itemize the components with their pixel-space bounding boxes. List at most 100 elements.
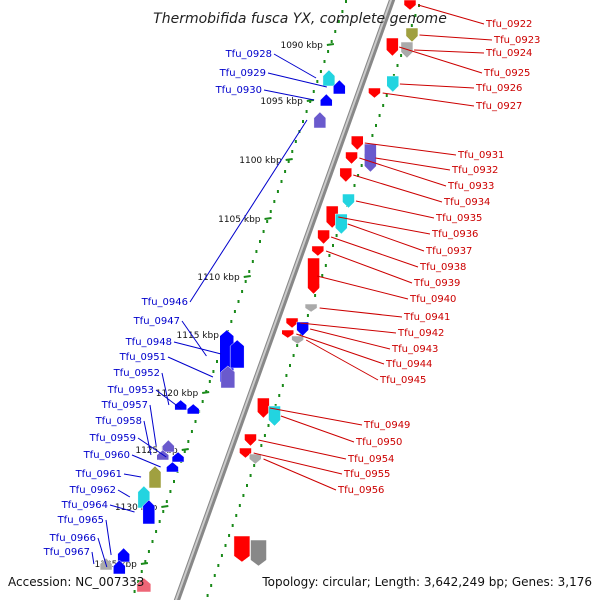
gene-Tfu_0948 — [229, 339, 245, 369]
scale-dot — [312, 90, 315, 93]
label-Tfu_0923: Tfu_0923 — [493, 35, 540, 46]
kbp-tick — [243, 275, 251, 278]
kbp-tick-label: 1105 kbp — [218, 215, 261, 225]
gene-Tfu_0929 — [333, 79, 346, 95]
scale-dot — [371, 134, 374, 137]
scale-dot — [375, 124, 377, 127]
scale-dot — [296, 344, 299, 347]
scale-dot — [324, 264, 327, 267]
gene-Tfu_0964 — [142, 499, 156, 525]
label-Tfu_0931: Tfu_0931 — [457, 150, 504, 161]
kbp-tick-label: 1100 kbp — [239, 156, 282, 166]
scale-dot — [316, 80, 319, 83]
scale-dot — [287, 160, 290, 163]
leader-line — [382, 92, 475, 107]
label-Tfu_0941: Tfu_0941 — [403, 312, 450, 323]
scale-dot — [337, 20, 340, 23]
scale-dot — [410, 24, 413, 27]
leader-line — [316, 275, 409, 300]
label-Tfu_0967: Tfu_0967 — [43, 547, 90, 558]
label-Tfu_0957: Tfu_0957 — [101, 400, 148, 411]
label-Tfu_0934: Tfu_0934 — [443, 197, 490, 208]
label-Tfu_0955: Tfu_0955 — [343, 469, 390, 480]
label-Tfu_0954: Tfu_0954 — [347, 454, 394, 465]
label-Tfu_0929: Tfu_0929 — [219, 68, 266, 79]
scale-dot — [276, 190, 279, 193]
scale-dot — [210, 584, 213, 587]
leader-line — [414, 49, 485, 54]
leader-line — [143, 420, 152, 456]
label-Tfu_0952: Tfu_0952 — [113, 368, 160, 379]
scale-dot — [169, 490, 172, 493]
leader-line — [309, 328, 391, 350]
scale-dot — [302, 120, 304, 123]
scale-dot — [217, 564, 220, 567]
backbone-highlight — [174, 0, 393, 600]
leader-line — [181, 320, 207, 357]
scale-dot — [255, 250, 258, 253]
scale-dot — [213, 574, 216, 577]
scale-dot — [241, 290, 244, 293]
scale-dot — [190, 430, 193, 433]
leader-line — [253, 452, 343, 475]
scale-dot — [248, 270, 251, 273]
scale-dot — [332, 244, 334, 247]
leader-line — [109, 504, 135, 513]
gene-Tfu_0953 — [186, 403, 200, 415]
leader-line — [338, 216, 431, 235]
leader-line — [123, 473, 142, 478]
kbp-tick — [202, 391, 210, 394]
leader-line — [263, 458, 337, 491]
leader-line — [105, 519, 112, 556]
leader-line — [173, 341, 222, 355]
scale-dot — [305, 110, 308, 113]
gene-Tfu_0927 — [368, 87, 381, 99]
leader-line — [280, 415, 355, 443]
gene-Tfu_0928 — [322, 69, 336, 87]
leader-line — [353, 174, 443, 203]
gene-Tfu_0955 — [239, 447, 252, 459]
gene-Tfu_0943 — [296, 321, 309, 337]
scale-dot — [323, 60, 326, 63]
scale-dot — [285, 374, 288, 377]
kbp-tick — [161, 505, 169, 508]
gene-labels: Tfu_0922 Tfu_0923 Tfu_0924 Tfu_0925 Tfu_0926… — [43, 19, 541, 558]
scale-dot — [321, 274, 324, 277]
gene-Tfu_0930 — [320, 93, 333, 107]
label-Tfu_0940: Tfu_0940 — [409, 294, 456, 305]
scale-dot — [392, 74, 395, 77]
label-Tfu_0946: Tfu_0946 — [141, 297, 188, 308]
label-Tfu_0947: Tfu_0947 — [133, 316, 180, 327]
label-Tfu_0959: Tfu_0959 — [89, 433, 136, 444]
scale-dot — [266, 220, 269, 223]
scale-dot — [251, 260, 254, 263]
leader-line — [300, 322, 397, 334]
scale-dot — [319, 70, 322, 73]
topology-label: Topology: circular; Length: 3,642,249 bp… — [261, 575, 592, 589]
label-Tfu_0932: Tfu_0932 — [451, 165, 498, 176]
leader-line — [155, 389, 182, 410]
label-Tfu_0942: Tfu_0942 — [397, 328, 444, 339]
leader-line — [149, 404, 157, 447]
gene-Tfu_0949 — [257, 397, 270, 419]
scale-dot — [183, 450, 186, 453]
label-Tfu_0939: Tfu_0939 — [413, 278, 460, 289]
label-Tfu_0928: Tfu_0928 — [225, 49, 272, 60]
gene-Tfu_0933 — [345, 151, 358, 165]
leader-line — [263, 89, 315, 101]
gene-Tfu_0956 — [249, 453, 262, 465]
scale-dot — [249, 474, 252, 477]
label-Tfu_0930: Tfu_0930 — [215, 85, 262, 96]
label-Tfu_0953: Tfu_0953 — [107, 385, 154, 396]
scale-dot — [165, 500, 168, 503]
kbp-tick-label: 1115 kbp — [177, 331, 220, 341]
leader-line — [399, 46, 483, 74]
scale-dot — [281, 384, 284, 387]
label-Tfu_0965: Tfu_0965 — [57, 515, 104, 526]
label-Tfu_0950: Tfu_0950 — [355, 437, 402, 448]
scale-dot — [220, 554, 223, 557]
leader-line — [330, 236, 419, 268]
scale-dot — [162, 510, 165, 513]
label-Tfu_0948: Tfu_0948 — [125, 337, 172, 348]
scale-dot — [173, 480, 175, 483]
